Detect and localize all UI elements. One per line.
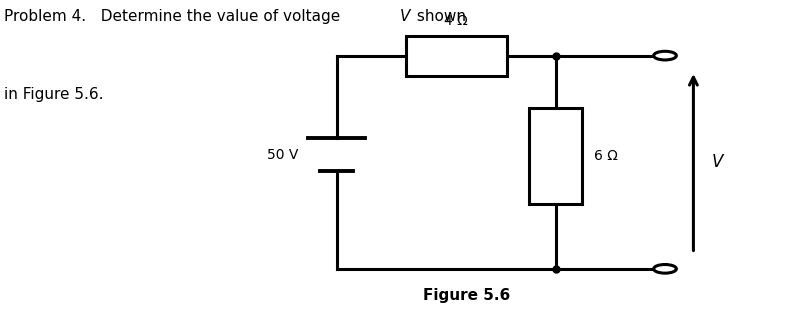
- Text: Problem 4.   Determine the value of voltage: Problem 4. Determine the value of voltag…: [4, 9, 345, 24]
- Text: 50 V: 50 V: [267, 147, 298, 162]
- Text: in Figure 5.6.: in Figure 5.6.: [4, 87, 104, 102]
- Circle shape: [654, 51, 676, 60]
- Bar: [406, 36, 507, 76]
- Circle shape: [654, 265, 676, 273]
- Bar: [529, 108, 581, 204]
- Text: 4 Ω: 4 Ω: [444, 14, 468, 28]
- Text: 6 Ω: 6 Ω: [594, 149, 618, 163]
- Text: shown: shown: [412, 9, 466, 24]
- Text: V: V: [711, 153, 723, 171]
- Text: Figure 5.6: Figure 5.6: [423, 288, 510, 303]
- Text: V: V: [401, 9, 410, 24]
